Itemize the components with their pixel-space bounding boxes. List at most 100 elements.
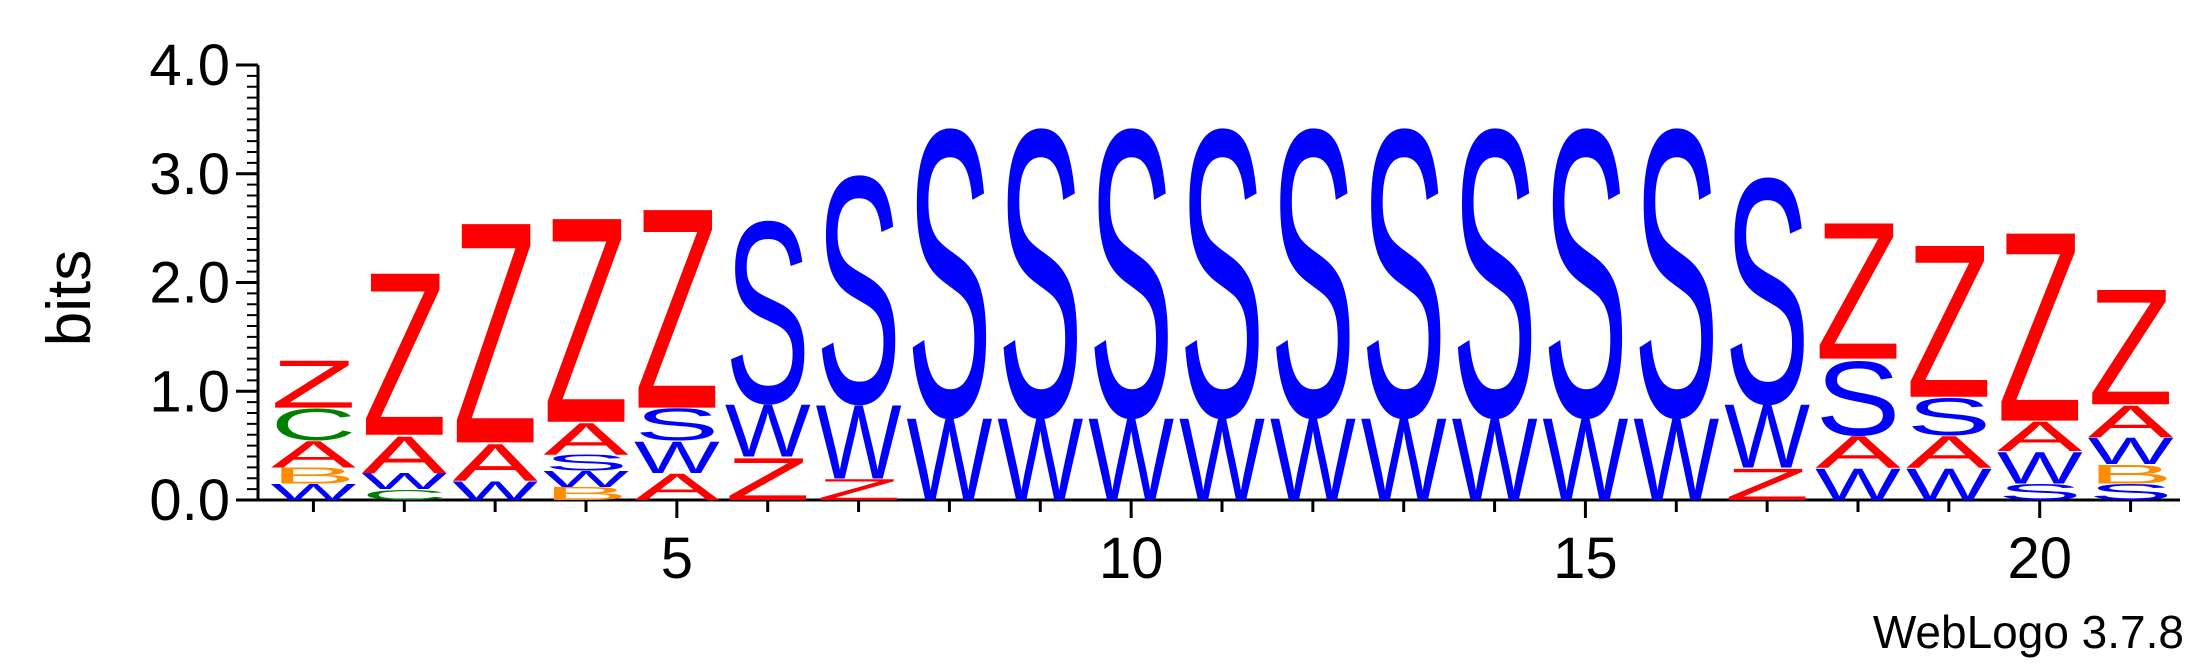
logo-letter-s: S [1543, 45, 1628, 503]
logo-letter-w: W [997, 395, 1083, 526]
logo-letter-s: S [1725, 110, 1810, 470]
logo-letter-z: Z [1906, 199, 1992, 443]
logo-letter-w: W [452, 476, 539, 506]
logo-letter-a: A [362, 425, 447, 484]
logo-letter-w: W [1270, 395, 1356, 526]
logo-letter-b: B [271, 463, 356, 488]
logo-letter-z: Z [543, 155, 629, 485]
y-tick-label: 0.0 [149, 468, 230, 533]
logo-letter-w: W [1997, 443, 2083, 493]
logo-letter-a: A [453, 433, 538, 492]
logo-letter-w: W [1543, 395, 1629, 526]
logo-letter-w: W [2088, 430, 2174, 472]
logo-letter-a: A [271, 433, 356, 475]
logo-letter-w: W [725, 388, 811, 473]
logo-letter-a: A [1997, 413, 2083, 460]
logo-letter-w: W [1088, 395, 1174, 526]
x-tick-label: 20 [2007, 526, 2072, 591]
logo-letter-s: S [543, 450, 628, 475]
logo-letter-a: A [2088, 396, 2173, 447]
logo-stack-position-12: WS [1270, 45, 1356, 526]
logo-letter-w: W [634, 432, 720, 482]
weblogo-credit: WebLogo 3.7.8 [1873, 606, 2184, 658]
logo-letter-a: A [1815, 427, 1900, 478]
logo-stack-position-10: WS [1088, 45, 1174, 526]
logo-letter-z: Z [816, 473, 902, 507]
y-axis-title: bits [35, 250, 104, 346]
logo-stack-position-8: WS [907, 45, 993, 526]
logo-letter-s: S [1270, 45, 1355, 503]
logo-letter-z: Z [1997, 174, 2083, 478]
logo-stack-position-11: WS [1179, 45, 1265, 526]
logo-letter-w: W [907, 395, 993, 526]
logo-letter-w: W [1452, 395, 1538, 526]
logo-letter-s: S [1815, 339, 1900, 457]
logo-letter-w: W [1179, 395, 1265, 526]
logo-letter-s: S [1997, 480, 2082, 505]
x-tick-label: 10 [1099, 526, 1164, 591]
logo-letter-b: B [2088, 459, 2173, 489]
logo-stack-position-14: WS [1452, 45, 1538, 526]
y-axis: 0.0 1.0 2.0 3.0 4.0 [149, 33, 260, 533]
x-tick-label: 5 [661, 526, 693, 591]
logo-letter-s: S [998, 45, 1083, 503]
logo-letter-s: S [634, 399, 719, 450]
logo-letter-s: S [1361, 45, 1446, 503]
logo-letter-c: C [271, 400, 357, 450]
logo-letter-w: W [1724, 386, 1810, 487]
logo-letter-s: S [1089, 45, 1174, 503]
logo-stack-position-17: ZWS [1724, 110, 1810, 510]
logo-letter-a: A [1906, 427, 1991, 478]
logo-letter-s: S [1906, 387, 1991, 446]
logo-stack-position-15: WS [1543, 45, 1629, 526]
logo-letter-w: W [1361, 395, 1447, 526]
y-tick-label: 3.0 [149, 142, 230, 207]
x-tick-label: 15 [1553, 526, 1618, 591]
logo-letter-z: Z [362, 222, 448, 484]
logo-letter-w: W [816, 383, 902, 501]
logo-letter-w: W [1906, 460, 1992, 510]
x-axis: 5 10 15 20 [258, 498, 2180, 591]
logo-letter-s: S [725, 169, 810, 458]
y-tick-label: 1.0 [149, 359, 230, 424]
logo-letter-z: Z [452, 155, 538, 509]
y-tick-label: 2.0 [149, 251, 230, 316]
logo-letter-c: C [361, 486, 447, 503]
logo-letter-z: Z [634, 148, 720, 468]
logo-letter-z: Z [725, 445, 811, 513]
logo-letter-z: Z [1815, 182, 1901, 401]
logo-letter-z: Z [1724, 460, 1810, 511]
logo-letter-a: A [634, 466, 719, 508]
logo-letter-w: W [271, 480, 357, 505]
logo-stack-position-16: WS [1633, 45, 1719, 526]
logo-letter-s: S [2088, 480, 2173, 505]
logo-letter-a: A [543, 414, 628, 465]
logo-letter-z: Z [271, 346, 357, 422]
logo-letter-w: W [1633, 395, 1719, 526]
logo-stack-position-7: ZWS [816, 110, 902, 507]
logo-letter-w: W [361, 469, 447, 494]
logo-letter-s: S [1179, 45, 1264, 503]
logo-stack-position-3: WAZ [452, 155, 539, 509]
logo-letter-s: S [1634, 45, 1719, 503]
logo-stack-position-6: ZWS [725, 169, 811, 513]
logo-letter-s: S [816, 110, 901, 472]
logo-letter-z: Z [2088, 254, 2174, 440]
logo-letter-w: W [1815, 460, 1901, 510]
logo-letter-s: S [1452, 45, 1537, 503]
logo-letter-w: W [543, 467, 629, 492]
logo-letter-s: S [907, 45, 992, 503]
logo-stack-position-9: WS [997, 45, 1083, 526]
logo-stack-position-13: WS [1361, 45, 1447, 526]
logo-letter-b: B [543, 484, 628, 504]
